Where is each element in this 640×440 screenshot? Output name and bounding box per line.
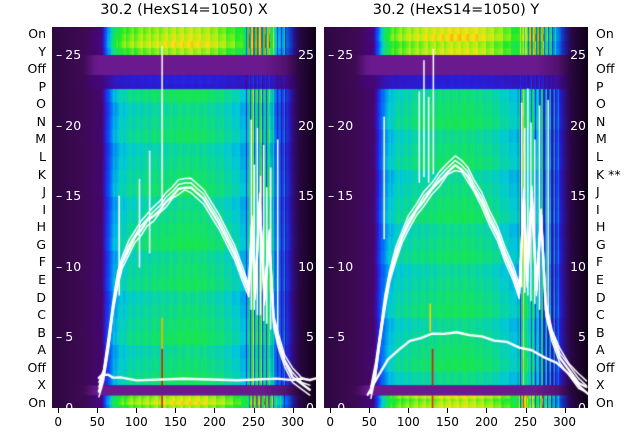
category-tick-label: J (596, 184, 600, 200)
x-tick-mark (447, 408, 449, 413)
x-tick-mark (58, 408, 60, 413)
category-tick-label: Y (38, 43, 46, 59)
x-tick-mark (175, 408, 177, 413)
category-tick-label: On (596, 395, 614, 410)
x-tick-label: 100 (396, 415, 420, 429)
x-tick-mark (330, 408, 332, 413)
category-tick-label: C (596, 307, 605, 323)
category-tick-label: M (596, 131, 607, 147)
x-axis-left: 0 50 100 150 200 250 300 (52, 408, 316, 438)
category-tick-label: H (36, 219, 46, 235)
category-tick-label: H (596, 219, 606, 235)
category-tick-label: K (37, 166, 46, 182)
category-tick-label: Off (596, 61, 615, 77)
category-tick-label: L (39, 149, 46, 164)
category-tick-label: L (596, 149, 603, 164)
x-tick-label: 250 (242, 415, 265, 429)
x-tick-label: 100 (124, 415, 148, 429)
category-tick-label: Off (27, 359, 46, 375)
x-tick-label: 250 (514, 415, 537, 429)
panel-title-right: 30.2 (HexS14=1050) Y (372, 2, 540, 18)
x-tick-mark (408, 408, 410, 413)
x-tick-label: 50 (89, 415, 105, 429)
x-tick-label: 50 (361, 415, 377, 429)
category-tick-label: I (42, 201, 46, 217)
x-tick-mark (136, 408, 138, 413)
x-tick-mark (292, 408, 294, 413)
category-tick-label: P (596, 78, 604, 94)
heatmap-canvas-right-holder (324, 27, 588, 408)
category-tick-label: X (596, 377, 605, 393)
x-tick-mark (97, 408, 99, 413)
category-tick-label: E (596, 272, 604, 287)
category-tick-label: G (36, 236, 46, 252)
category-tick-label: K ** (596, 166, 621, 182)
x-tick-label: 300 (553, 415, 577, 429)
x-axis-right: 0 50 100 150 200 250 300 (324, 408, 588, 438)
category-tick-label: G (596, 236, 606, 252)
category-axis-right: On Y Off P O N M L K ** J I H G F E D C B A Off X On (592, 27, 638, 408)
category-tick-label: B (37, 324, 46, 340)
x-tick-mark (564, 408, 566, 413)
x-tick-label: 0 (54, 415, 63, 429)
x-tick-label: 200 (203, 415, 226, 429)
category-tick-label: O (36, 96, 46, 112)
heatmap-canvas-left-holder (52, 27, 316, 408)
category-tick-label: N (596, 113, 606, 129)
category-tick-label: On (596, 26, 614, 41)
category-tick-label: M (35, 131, 46, 147)
x-tick-label: 300 (281, 415, 305, 429)
category-tick-label: On (28, 26, 46, 41)
category-tick-label: On (28, 395, 46, 410)
heatmap-canvas-left (52, 27, 316, 408)
category-tick-label: J (42, 184, 46, 200)
x-tick-label: 200 (475, 415, 498, 429)
x-tick-mark (486, 408, 488, 413)
category-tick-label: I (596, 201, 600, 217)
category-tick-label: F (38, 254, 46, 270)
heatmap-panel-y[interactable]: –25–20–15–10–5–0 25 20 15 10 5 0 (324, 27, 588, 408)
category-tick-label: E (38, 272, 46, 287)
category-tick-label: D (36, 289, 46, 305)
category-tick-label: O (596, 96, 606, 112)
category-tick-label: C (37, 307, 46, 323)
category-tick-label: A (37, 342, 46, 358)
heatmap-panel-x[interactable]: –25–20–15–10–5–0 25 20 15 10 5 0 (52, 27, 316, 408)
category-tick-label: F (596, 254, 604, 270)
panel-title-left: 30.2 (HexS14=1050) X (100, 2, 268, 18)
category-tick-label: D (596, 289, 606, 305)
category-tick-label: X (37, 377, 46, 393)
x-tick-mark (253, 408, 255, 413)
x-tick-mark (214, 408, 216, 413)
category-tick-label: B (596, 324, 605, 340)
category-tick-label: N (36, 113, 46, 129)
x-tick-label: 150 (435, 415, 459, 429)
x-tick-label: 150 (163, 415, 187, 429)
category-tick-label: Off (596, 359, 615, 375)
heatmap-canvas-right (324, 27, 588, 408)
category-tick-label: Off (27, 61, 46, 77)
category-tick-label: A (596, 342, 605, 358)
category-tick-label: Y (596, 43, 604, 59)
x-tick-label: 0 (326, 415, 335, 429)
category-axis-left: On Y Off P O N M L K J I H G F E D C B A Off X On (4, 27, 50, 408)
x-tick-mark (369, 408, 371, 413)
x-tick-mark (525, 408, 527, 413)
category-tick-label: P (38, 78, 46, 94)
